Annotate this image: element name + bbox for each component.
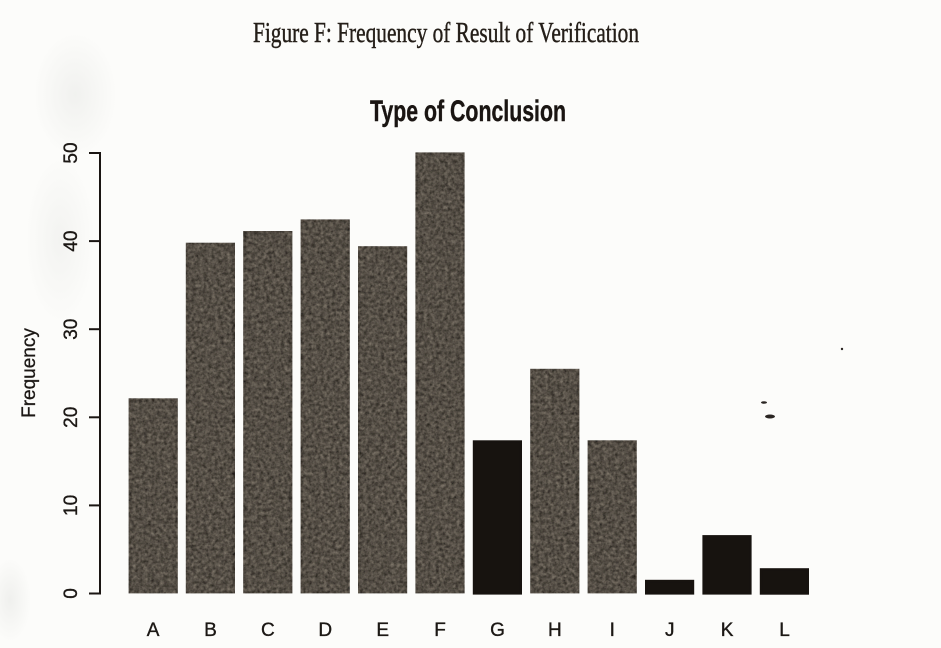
svg-text:B: B — [204, 620, 217, 641]
svg-text:20: 20 — [61, 407, 82, 428]
svg-text:Type of Conclusion: Type of Conclusion — [370, 95, 566, 128]
svg-text:Figure F: Frequency of Result: Figure F: Frequency of Result of Verific… — [253, 17, 639, 49]
svg-text:E: E — [376, 620, 389, 641]
svg-text:I: I — [610, 620, 615, 641]
svg-text:D: D — [318, 620, 332, 641]
svg-text:0: 0 — [61, 588, 82, 599]
svg-text:K: K — [721, 620, 734, 641]
svg-text:50: 50 — [61, 142, 82, 163]
svg-text:F: F — [434, 620, 446, 641]
svg-text:A: A — [147, 620, 160, 641]
svg-text:L: L — [779, 620, 790, 641]
svg-text:10: 10 — [61, 495, 82, 516]
svg-text:Frequency: Frequency — [19, 328, 40, 418]
svg-text:40: 40 — [61, 231, 82, 252]
svg-text:G: G — [490, 620, 505, 641]
svg-text:J: J — [665, 620, 675, 641]
svg-text:30: 30 — [61, 319, 82, 340]
svg-text:C: C — [261, 620, 275, 641]
svg-text:H: H — [548, 620, 562, 641]
